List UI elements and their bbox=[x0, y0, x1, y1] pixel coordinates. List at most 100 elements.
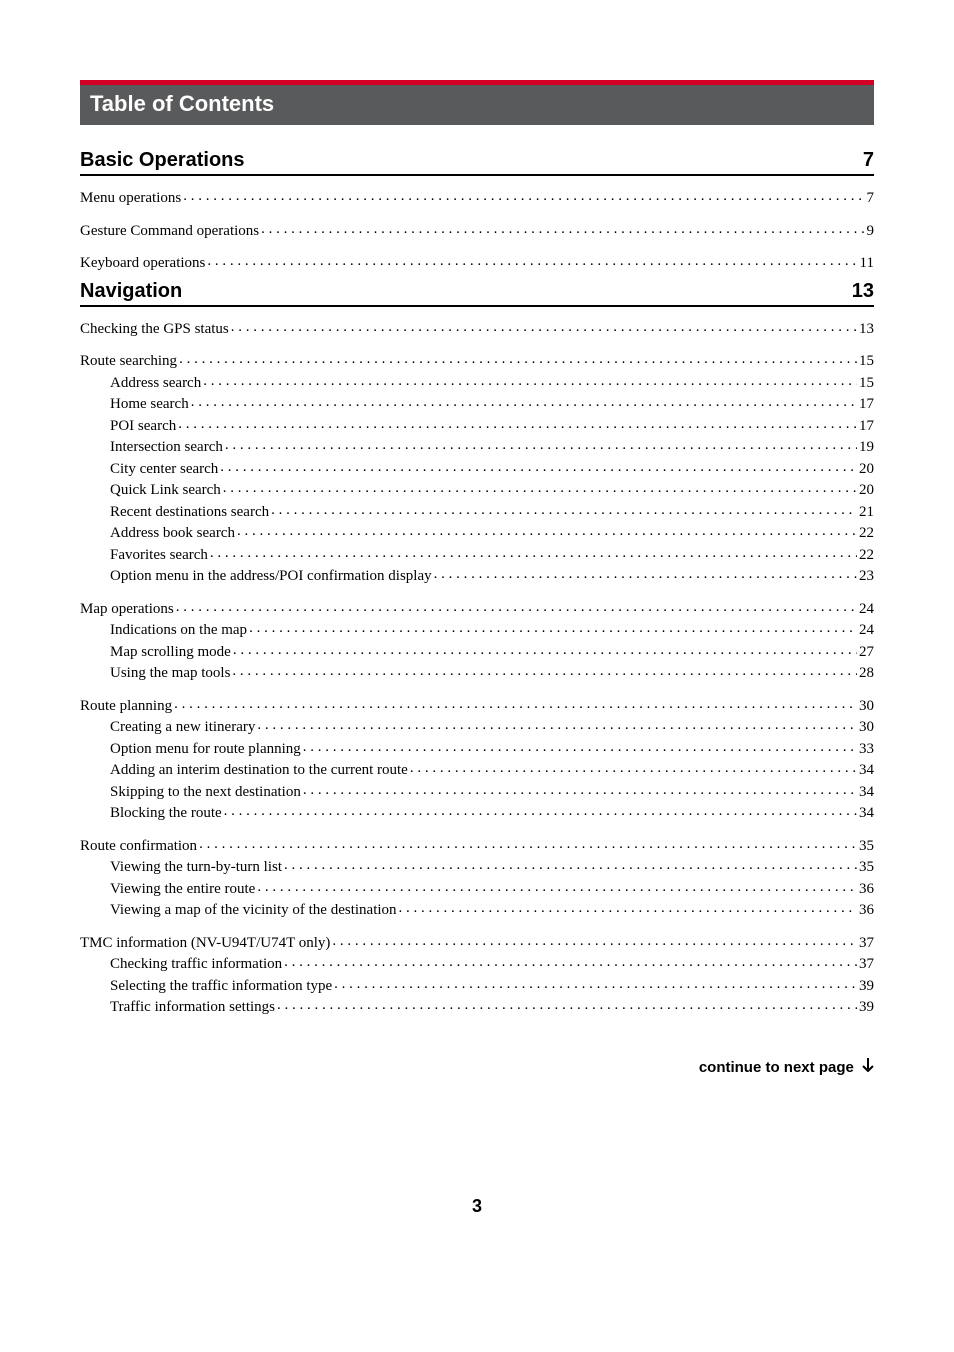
toc-leader bbox=[207, 252, 857, 267]
toc-row[interactable]: Using the map tools 28 bbox=[110, 662, 874, 684]
toc-leader bbox=[191, 393, 857, 408]
toc-page: 15 bbox=[859, 374, 874, 394]
toc-label: Route searching bbox=[80, 352, 177, 372]
toc-row[interactable]: Skipping to the next destination34 bbox=[110, 781, 874, 803]
toc-row[interactable]: City center search20 bbox=[110, 458, 874, 480]
toc-leader bbox=[284, 856, 857, 871]
toc-leader bbox=[237, 522, 857, 537]
toc-row[interactable]: Creating a new itinerary 30 bbox=[110, 716, 874, 738]
title-bar: Table of Contents bbox=[80, 80, 874, 125]
toc-leader bbox=[334, 975, 857, 990]
toc-leader bbox=[224, 802, 857, 817]
toc-row[interactable]: Viewing the turn-by-turn list 35 bbox=[110, 856, 874, 878]
toc-label: Creating a new itinerary bbox=[110, 718, 255, 738]
toc-page: 17 bbox=[859, 417, 874, 437]
toc-row[interactable]: Home search 17 bbox=[110, 393, 874, 415]
toc-row[interactable]: Viewing a map of the vicinity of the des… bbox=[110, 899, 874, 921]
toc-label: Intersection search bbox=[110, 438, 223, 458]
toc-row[interactable]: Route planning30 bbox=[80, 695, 874, 717]
toc-label: Checking the GPS status bbox=[80, 320, 229, 340]
toc-leader bbox=[284, 953, 857, 968]
toc-list: Checking the GPS status13 Route searching… bbox=[80, 318, 874, 1018]
toc-row[interactable]: Route searching15 bbox=[80, 350, 874, 372]
toc-label: Adding an interim destination to the cur… bbox=[110, 761, 408, 781]
toc-leader bbox=[303, 781, 857, 796]
toc-page: 30 bbox=[859, 718, 874, 738]
toc-row[interactable]: Map operations24 bbox=[80, 598, 874, 620]
toc-row[interactable]: Route confirmation35 bbox=[80, 835, 874, 857]
toc-label: Route planning bbox=[80, 697, 172, 717]
toc-page: 28 bbox=[859, 664, 874, 684]
toc-label: Keyboard operations bbox=[80, 254, 205, 274]
toc-label: Map scrolling mode bbox=[110, 643, 231, 663]
toc-page: 39 bbox=[859, 977, 874, 997]
toc-row[interactable]: TMC information (NV-U94T/U74T only)37 bbox=[80, 932, 874, 954]
toc-row[interactable]: Blocking the route34 bbox=[110, 802, 874, 824]
toc-row[interactable]: Map scrolling mode27 bbox=[110, 641, 874, 663]
toc-row[interactable]: Option menu in the address/POI confirmat… bbox=[110, 565, 874, 587]
toc-page: 39 bbox=[859, 998, 874, 1018]
toc-leader bbox=[410, 759, 857, 774]
toc-leader bbox=[174, 695, 857, 710]
toc-page: 35 bbox=[859, 858, 874, 878]
toc-page: 21 bbox=[859, 503, 874, 523]
toc-row[interactable]: Adding an interim destination to the cur… bbox=[110, 759, 874, 781]
toc-leader bbox=[277, 996, 857, 1011]
toc-leader bbox=[232, 662, 857, 677]
toc-page: 34 bbox=[859, 804, 874, 824]
toc-row[interactable]: Quick Link search20 bbox=[110, 479, 874, 501]
toc-row[interactable]: Keyboard operations 11 bbox=[80, 252, 874, 274]
toc-label: Checking traffic information bbox=[110, 955, 282, 975]
toc-row[interactable]: Indications on the map24 bbox=[110, 619, 874, 641]
toc-label: Address search bbox=[110, 374, 201, 394]
toc-page: 11 bbox=[860, 254, 874, 274]
toc-label: Viewing a map of the vicinity of the des… bbox=[110, 901, 397, 921]
toc-page: 37 bbox=[859, 955, 874, 975]
toc-label: Skipping to the next destination bbox=[110, 783, 301, 803]
section-head-title: Basic Operations bbox=[80, 149, 245, 172]
toc-row[interactable]: Selecting the traffic information type 39 bbox=[110, 975, 874, 997]
toc-label: Gesture Command operations bbox=[80, 222, 259, 242]
toc-row[interactable]: Recent destinations search21 bbox=[110, 501, 874, 523]
toc-row[interactable]: Menu operations7 bbox=[80, 187, 874, 209]
toc-leader bbox=[199, 835, 857, 850]
toc-row[interactable]: Favorites search22 bbox=[110, 544, 874, 566]
toc-row[interactable]: Intersection search 19 bbox=[110, 436, 874, 458]
section-head: Navigation13 bbox=[80, 280, 874, 307]
toc-row[interactable]: Viewing the entire route36 bbox=[110, 878, 874, 900]
toc-label: Selecting the traffic information type bbox=[110, 977, 332, 997]
toc-row[interactable]: Gesture Command operations 9 bbox=[80, 220, 874, 242]
continue-line: continue to next page bbox=[80, 1058, 874, 1076]
toc-row[interactable]: Traffic information settings 39 bbox=[110, 996, 874, 1018]
toc-page: 24 bbox=[859, 600, 874, 620]
section-head-title: Navigation bbox=[80, 280, 182, 303]
toc-leader bbox=[271, 501, 857, 516]
toc-leader bbox=[257, 878, 857, 893]
toc-leader bbox=[233, 641, 857, 656]
toc-leader bbox=[179, 350, 857, 365]
toc-list: Menu operations7 Gesture Command operatio… bbox=[80, 187, 874, 274]
toc-label: Traffic information settings bbox=[110, 998, 275, 1018]
toc-label: Route confirmation bbox=[80, 837, 197, 857]
title-bar-text: Table of Contents bbox=[90, 91, 274, 116]
toc-row[interactable]: Address book search22 bbox=[110, 522, 874, 544]
toc-page: 7 bbox=[867, 189, 875, 209]
down-arrow-icon bbox=[862, 1058, 874, 1076]
toc-leader bbox=[249, 619, 857, 634]
toc-label: Viewing the turn-by-turn list bbox=[110, 858, 282, 878]
toc-page: 17 bbox=[859, 395, 874, 415]
toc-row[interactable]: Checking traffic information 37 bbox=[110, 953, 874, 975]
toc-row[interactable]: POI search17 bbox=[110, 415, 874, 437]
toc-label: Option menu in the address/POI confirmat… bbox=[110, 567, 432, 587]
toc-page: 9 bbox=[867, 222, 875, 242]
toc-page: 23 bbox=[859, 567, 874, 587]
toc-label: Viewing the entire route bbox=[110, 880, 255, 900]
toc-row[interactable]: Checking the GPS status13 bbox=[80, 318, 874, 340]
toc-label: Home search bbox=[110, 395, 189, 415]
toc-label: Using the map tools bbox=[110, 664, 230, 684]
toc-label: City center search bbox=[110, 460, 218, 480]
toc-label: TMC information (NV-U94T/U74T only) bbox=[80, 934, 330, 954]
toc-row[interactable]: Option menu for route planning33 bbox=[110, 738, 874, 760]
toc-page: 19 bbox=[859, 438, 874, 458]
toc-row[interactable]: Address search 15 bbox=[110, 372, 874, 394]
